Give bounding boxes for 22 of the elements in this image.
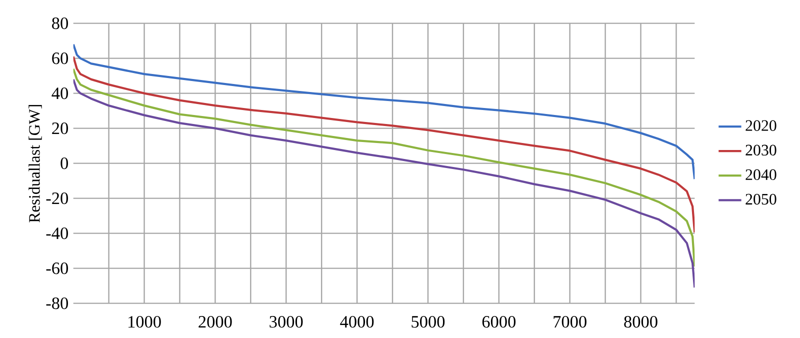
x-tick-label: 6000: [482, 316, 516, 328]
legend-label: 2020: [746, 120, 776, 131]
y-tick-label: 60: [52, 52, 68, 64]
x-tick-label: 2000: [198, 316, 232, 328]
x-tick-label: 4000: [340, 316, 374, 328]
y-tick-label: 80: [52, 18, 68, 30]
y-tick-label: 0: [60, 158, 68, 170]
y-axis-title: Residuallast [GW]: [28, 104, 42, 222]
y-tick-label: 20: [52, 122, 68, 134]
y-tick-label: 40: [52, 88, 68, 100]
y-tick-label: -60: [46, 262, 68, 274]
legend-label: 2040: [746, 169, 776, 180]
y-tick-label: -80: [46, 298, 68, 310]
x-tick-label: 8000: [624, 316, 658, 328]
x-tick-label: 7000: [554, 316, 586, 328]
y-tick-label: -20: [46, 192, 68, 204]
legend-label: 2050: [746, 194, 776, 205]
y-tick-label: -40: [46, 228, 68, 240]
legend-label: 2030: [746, 144, 776, 156]
x-tick-label: 1000: [128, 316, 161, 328]
x-tick-label: 5000: [412, 316, 445, 328]
x-tick-label: 3000: [270, 316, 303, 328]
